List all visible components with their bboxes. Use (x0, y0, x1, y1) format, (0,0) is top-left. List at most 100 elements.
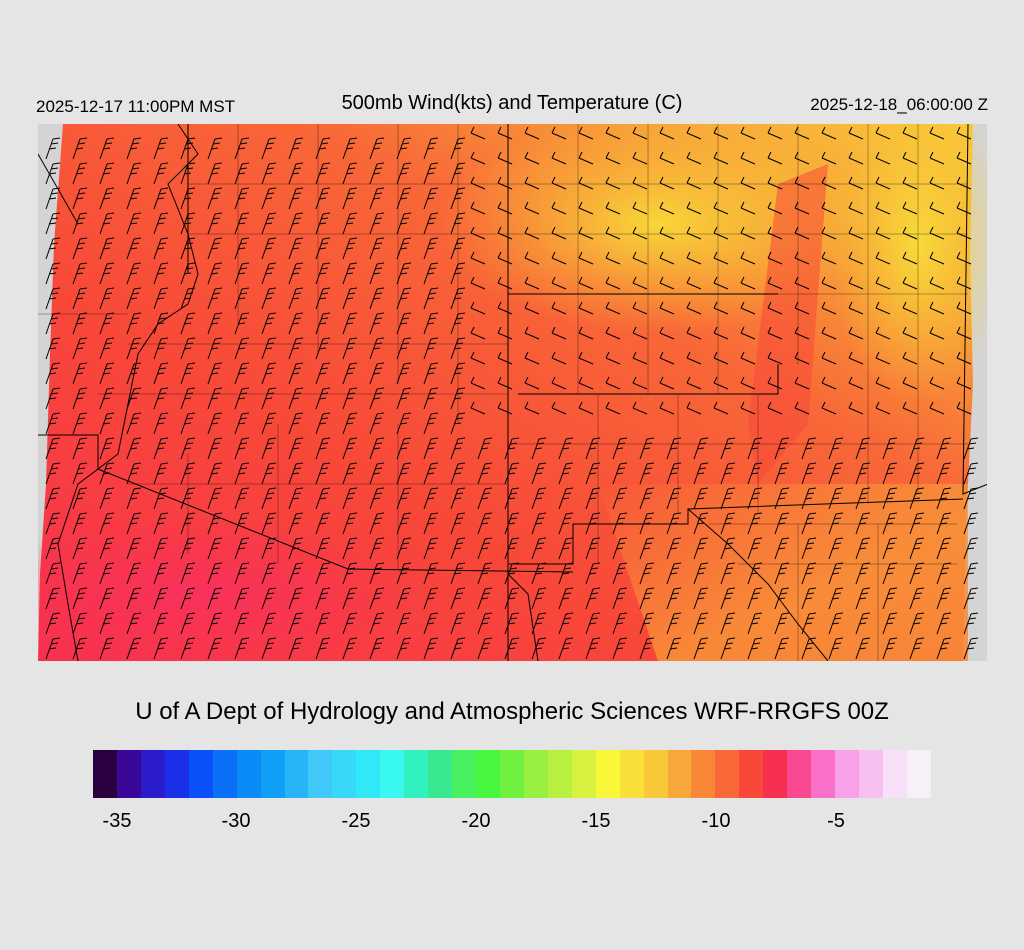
wind-barb (99, 137, 115, 160)
wind-barb (794, 251, 810, 265)
wind-barb (180, 462, 196, 485)
wind-barb (774, 637, 790, 660)
wind-barb (686, 226, 702, 240)
wind-barb (470, 301, 486, 315)
wind-barb (929, 351, 945, 365)
wind-barb (369, 487, 385, 510)
wind-barb (45, 362, 61, 385)
colorbar-tick-label: -20 (461, 810, 491, 832)
wind-barb (639, 637, 655, 660)
wind-barb (45, 387, 61, 410)
wind-barb (369, 637, 385, 660)
wind-barb (740, 351, 756, 365)
wind-barb (821, 401, 837, 415)
colorbar-swatch (428, 750, 453, 798)
wind-barb (524, 326, 540, 340)
wind-barb (585, 462, 601, 485)
wind-barb (551, 201, 567, 215)
wind-barb (558, 562, 574, 585)
wind-barb (396, 287, 412, 310)
wind-barb (848, 251, 864, 265)
wind-barbs (45, 126, 979, 660)
wind-barb (45, 262, 61, 285)
wind-barb (956, 351, 972, 365)
wind-barb (720, 587, 736, 610)
wind-barb (659, 226, 675, 240)
wind-barb (504, 637, 520, 660)
wind-barb (126, 262, 142, 285)
wind-barb (801, 512, 817, 535)
wind-barb (153, 312, 169, 335)
wind-barb (605, 326, 621, 340)
wind-barb (551, 226, 567, 240)
wind-barb (794, 201, 810, 215)
wind-barb (551, 276, 567, 290)
wind-barb (72, 612, 88, 635)
wind-barb (369, 312, 385, 335)
wind-barb (902, 351, 918, 365)
wind-barb (72, 537, 88, 560)
wind-barb (551, 151, 567, 165)
wind-barb (315, 587, 331, 610)
wind-barb (882, 487, 898, 510)
wind-barb (612, 437, 628, 460)
wind-barb (396, 412, 412, 435)
wind-barb (45, 512, 61, 535)
colorbar-swatch (140, 750, 165, 798)
wind-barb (288, 362, 304, 385)
wind-barb (882, 512, 898, 535)
wind-barb (666, 637, 682, 660)
wind-barb (956, 201, 972, 215)
wind-barb (632, 176, 648, 190)
wind-barb (666, 562, 682, 585)
wind-barb (72, 212, 88, 235)
wind-barb (659, 251, 675, 265)
wind-barb (396, 312, 412, 335)
wind-barb (902, 251, 918, 265)
wind-barb (369, 612, 385, 635)
wind-barb (747, 512, 763, 535)
wind-barb (551, 176, 567, 190)
wind-barb (558, 587, 574, 610)
wind-barb (686, 201, 702, 215)
wind-barb (99, 362, 115, 385)
wind-barb (497, 176, 513, 190)
colorbar-swatch (164, 750, 189, 798)
wind-barb (207, 537, 223, 560)
wind-barb (126, 137, 142, 160)
wind-barb (261, 512, 277, 535)
wind-barb (180, 487, 196, 510)
wind-barb (315, 137, 331, 160)
wind-barb (605, 151, 621, 165)
colorbar-tick-label: -30 (221, 810, 251, 832)
wind-barb (153, 362, 169, 385)
wind-barb (720, 637, 736, 660)
wind-barb (612, 637, 628, 660)
wind-barb (180, 437, 196, 460)
wind-barb (207, 412, 223, 435)
wind-barb (288, 262, 304, 285)
wind-barb (855, 612, 871, 635)
wind-barb (794, 401, 810, 415)
wind-barb (639, 612, 655, 635)
wind-barb (180, 562, 196, 585)
wind-barb (45, 187, 61, 210)
wind-barb (909, 587, 925, 610)
wind-barb (153, 212, 169, 235)
wind-barb (929, 201, 945, 215)
wind-barb (153, 612, 169, 635)
wind-barb (956, 226, 972, 240)
wind-barb (740, 376, 756, 390)
wind-barb (288, 212, 304, 235)
wind-barb (126, 387, 142, 410)
wind-barb (99, 187, 115, 210)
wind-barb (963, 562, 979, 585)
wind-barb (821, 226, 837, 240)
wind-barb (929, 226, 945, 240)
wind-barb (740, 301, 756, 315)
wind-barb (524, 126, 540, 140)
wind-barb (99, 287, 115, 310)
wind-barb (551, 301, 567, 315)
wind-barb (902, 401, 918, 415)
wind-barb (126, 462, 142, 485)
